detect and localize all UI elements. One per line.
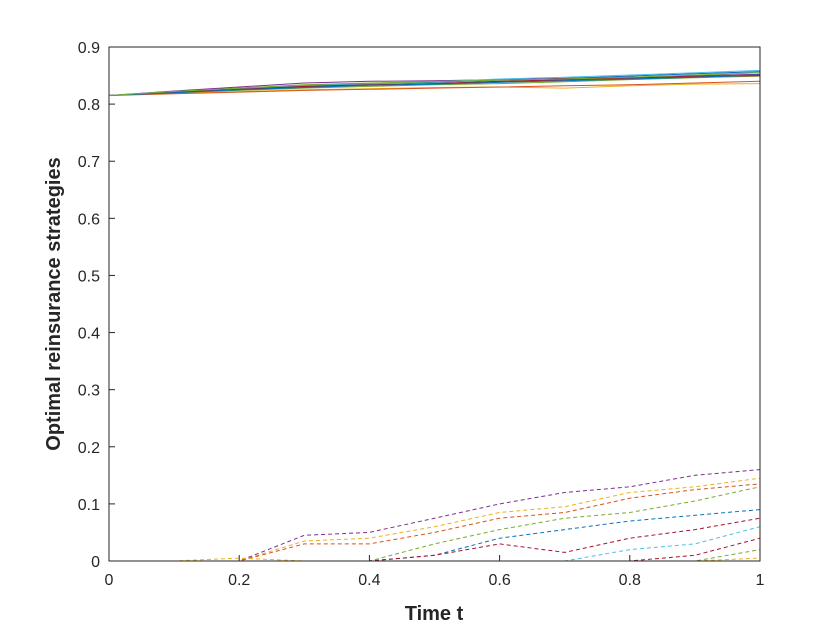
x-axis-ticks: 0 0.2 0.4 0.6 0.8 1: [105, 555, 765, 589]
plot-area: [109, 47, 760, 561]
y-axis-label: Optimal reinsurance strategies: [43, 157, 65, 450]
x-tick-label: 0.2: [228, 572, 250, 589]
x-tick-label: 0: [105, 572, 114, 589]
x-tick-label: 1: [756, 572, 765, 589]
y-tick-label: 0.7: [78, 154, 100, 171]
series-line-3: [108, 83, 761, 96]
x-tick-label: 0.6: [488, 572, 510, 589]
y-tick-label: 0.2: [78, 440, 100, 457]
series-line-9: [108, 74, 761, 96]
x-tick-label: 0.4: [358, 572, 380, 589]
y-axis-ticks: 0 0.1 0.2 0.3 0.4 0.5 0.6 0.7 0.8 0.9: [78, 40, 115, 571]
y-tick-label: 0.9: [78, 40, 100, 57]
y-tick-label: 0.5: [78, 268, 100, 285]
y-tick-label: 0.1: [78, 497, 100, 514]
y-tick-label: 0.6: [78, 211, 100, 228]
y-tick-label: 0.3: [78, 383, 100, 400]
x-tick-label: 0.8: [619, 572, 641, 589]
series-line-10: [108, 72, 761, 96]
x-axis-label: Time t: [405, 603, 464, 625]
y-tick-label: 0.8: [78, 97, 100, 114]
y-tick-label: 0.4: [78, 326, 100, 343]
plot-frame: [108, 46, 761, 562]
y-tick-label: 0: [91, 554, 100, 571]
series-line-8: [108, 80, 761, 96]
